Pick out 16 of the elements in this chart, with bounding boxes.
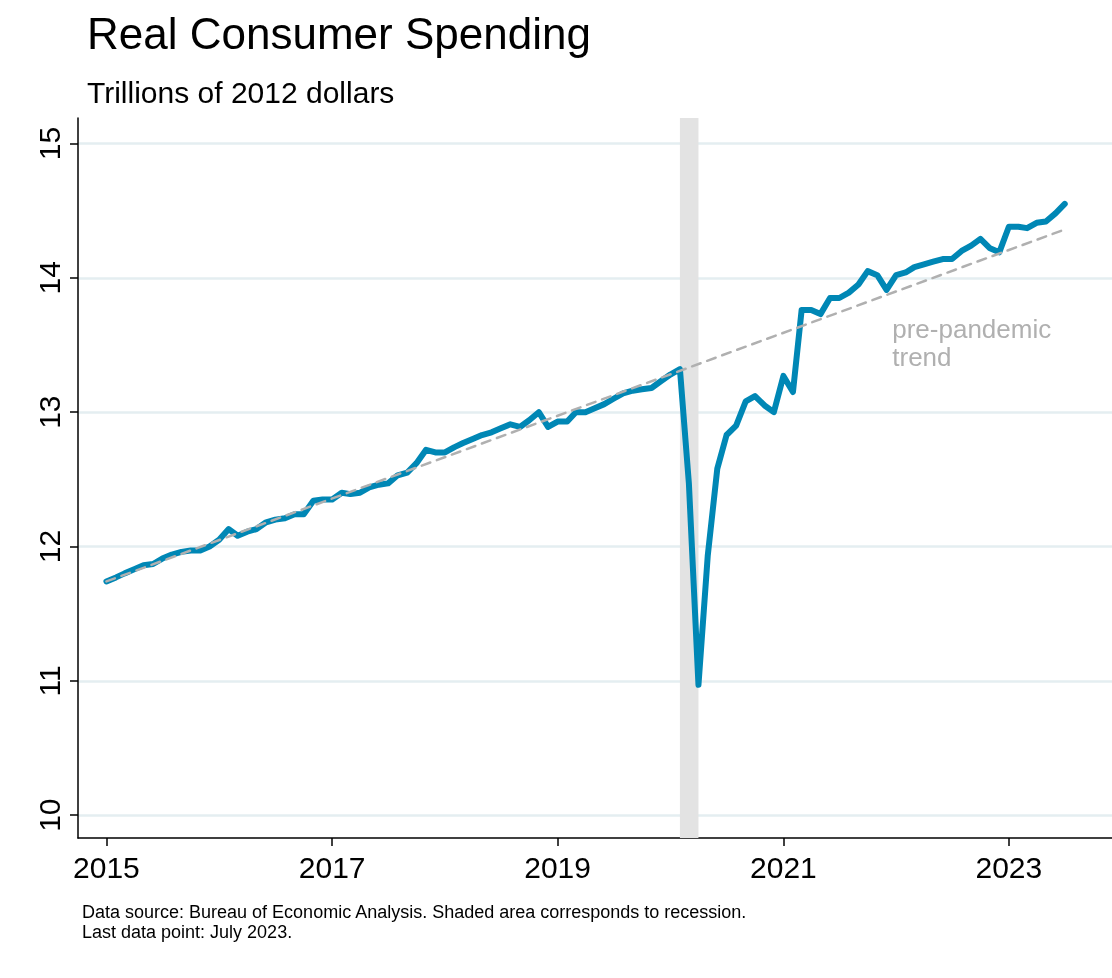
y-tick-label: 12 [32,529,66,564]
chart-subtitle: Trillions of 2012 dollars [87,75,395,109]
y-tick-label: 15 [32,126,66,161]
x-tick-label: 2017 [298,850,366,884]
text: Last data point: July 2023. [82,922,293,942]
x-tick-label: 2021 [750,850,817,884]
x-tick-label: 2019 [524,850,592,884]
y-tick-label: 10 [32,798,66,832]
series-label: pre-pandemic trend [892,313,1059,372]
source-note: Data source: Bureau of Economic Analysis. Shaded area corresponds to recession. [82,902,747,922]
chart-title: Real Consumer Spending [87,8,591,58]
y-tick-label: 14 [32,261,66,295]
x-tick-label: 2023 [975,850,1043,884]
x-tick-label: 2015 [73,850,140,884]
y-tick-label: 13 [32,395,66,429]
y-tick-label: 11 [32,665,66,697]
